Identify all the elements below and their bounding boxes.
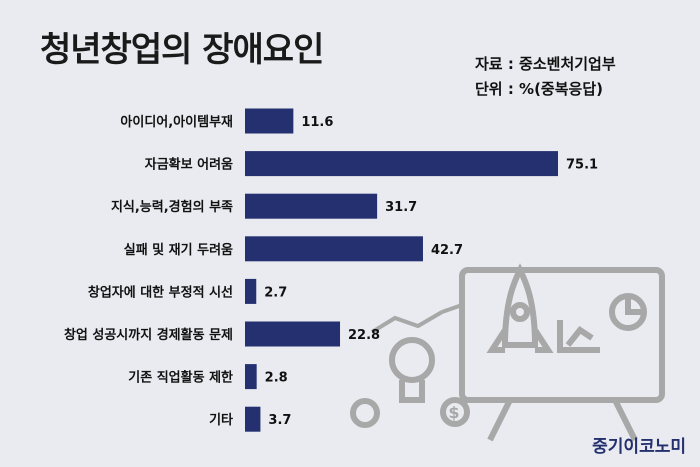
data-label: 42.7	[431, 243, 463, 258]
data-label: 3.7	[268, 413, 291, 428]
category-label: 자금확보 어려움	[145, 157, 233, 173]
chart-axis-icon	[557, 320, 600, 353]
bar	[245, 193, 378, 219]
board-leg-icon	[612, 398, 638, 442]
board-leg-icon	[487, 398, 513, 442]
category-label: 아이디어,아이템부재	[120, 114, 233, 130]
rocket-window-icon	[510, 302, 530, 322]
rocket-fin-icon	[532, 328, 554, 353]
unit-line: 단위 : %(중복응답)	[475, 80, 603, 98]
dollar-coin-icon	[440, 397, 470, 427]
bar-group: 아이디어,아이템부재 11.6 자금확보 어려움 75.1 지식,능력,경험의 부족 31…	[64, 108, 598, 432]
bar	[245, 364, 257, 390]
category-label: 기타	[209, 412, 233, 428]
page-title: 청년창업의 장애요인	[40, 30, 324, 70]
category-label: 기존 직업활동 제한	[128, 370, 233, 386]
chart-line-icon	[565, 325, 594, 347]
bar	[245, 236, 423, 262]
startup-rocket-illustration	[350, 263, 665, 442]
bar	[245, 108, 294, 134]
bar	[245, 321, 341, 347]
rocket-icon	[501, 263, 539, 348]
rocket-fin-icon	[486, 328, 508, 353]
trend-arrow-icon	[441, 303, 463, 314]
category-label: 창업 성공시까지 경제활동 문제	[64, 327, 233, 343]
lightbulb-icon	[389, 337, 435, 383]
source-note: 자료 : 중소벤처기업부 단위 : %(중복응답)	[475, 52, 616, 102]
source-line: 자료 : 중소벤처기업부	[475, 55, 616, 73]
category-label: 지식,능력,경험의 부족	[111, 199, 233, 215]
category-label: 실패 및 재기 두려움	[124, 242, 233, 258]
data-label: 2.8	[265, 371, 288, 386]
bar	[245, 406, 261, 432]
lightbulb-base-icon	[399, 380, 425, 403]
dollar-sign-icon: $	[448, 403, 459, 422]
gear-icon	[350, 398, 380, 428]
category-label: 창업자에 대한 부정적 시선	[88, 284, 233, 300]
data-label: 2.7	[264, 285, 287, 300]
pie-slice-icon	[625, 296, 644, 315]
presentation-board-icon	[459, 267, 665, 403]
publisher-watermark: 중기이코노미	[592, 437, 686, 457]
data-label: 22.8	[348, 328, 380, 343]
trend-line-icon	[370, 310, 444, 334]
bar	[245, 151, 558, 177]
data-label: 11.6	[301, 115, 333, 130]
bar	[245, 278, 257, 304]
data-label: 31.7	[385, 200, 417, 215]
data-label: 75.1	[566, 158, 598, 173]
